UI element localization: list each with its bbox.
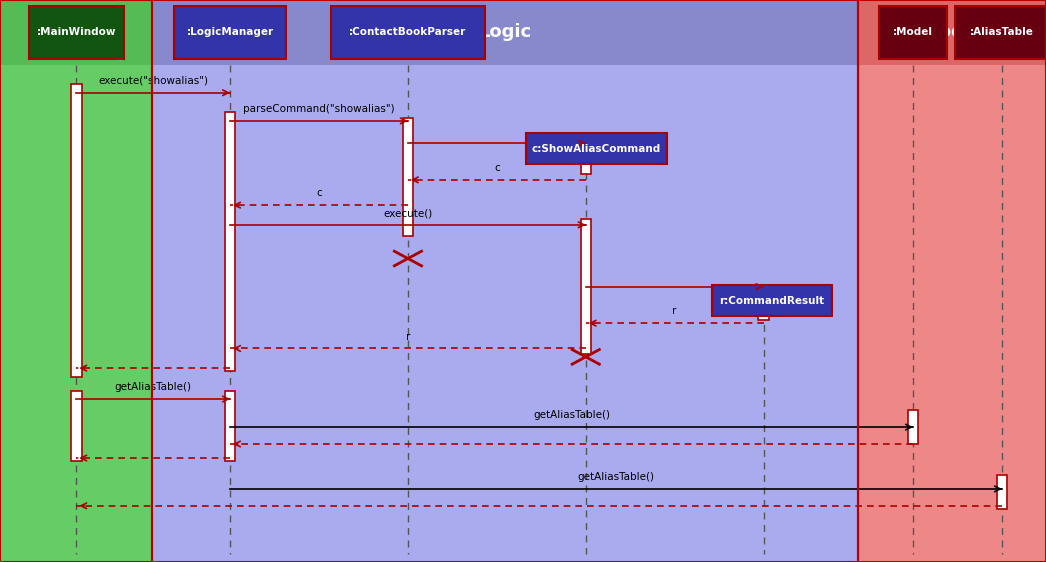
Bar: [0, 65, 152, 562]
Bar: [152, 0, 858, 65]
Text: r: r: [406, 332, 410, 342]
Text: execute("showalias"): execute("showalias"): [98, 76, 208, 86]
Bar: [152, 0, 858, 562]
Text: c:ShowAliasCommand: c:ShowAliasCommand: [531, 144, 661, 154]
Bar: [175, 6, 286, 59]
Bar: [858, 65, 1046, 562]
Text: execute(): execute(): [383, 208, 433, 218]
Bar: [711, 285, 833, 316]
Text: Model: Model: [922, 23, 982, 42]
Text: r:CommandResult: r:CommandResult: [720, 296, 824, 306]
Bar: [71, 84, 82, 377]
Text: Logic: Logic: [478, 23, 531, 42]
Text: getAliasTable(): getAliasTable(): [115, 382, 191, 392]
Text: getAliasTable(): getAliasTable(): [533, 410, 610, 420]
Bar: [225, 112, 235, 371]
Text: c: c: [494, 163, 500, 173]
Bar: [858, 0, 1046, 562]
Text: parseCommand("showalias"): parseCommand("showalias"): [244, 104, 394, 114]
Text: :MainWindow: :MainWindow: [37, 28, 116, 37]
Bar: [758, 287, 769, 320]
Bar: [908, 410, 918, 444]
Bar: [0, 0, 152, 65]
Bar: [525, 134, 667, 165]
Bar: [71, 391, 82, 461]
Bar: [331, 6, 485, 59]
Bar: [858, 0, 1046, 65]
Bar: [997, 475, 1007, 509]
Text: :AliasTable: :AliasTable: [970, 28, 1034, 37]
Text: getAliasTable(): getAliasTable(): [577, 472, 655, 482]
Text: UI: UI: [65, 23, 87, 42]
Text: :LogicManager: :LogicManager: [186, 28, 274, 37]
Text: r: r: [673, 306, 677, 316]
Text: :Model: :Model: [893, 28, 933, 37]
Bar: [29, 6, 123, 59]
Bar: [152, 65, 858, 562]
Bar: [581, 219, 591, 354]
Bar: [225, 391, 235, 461]
Bar: [581, 143, 591, 174]
Bar: [403, 118, 413, 236]
Bar: [955, 6, 1046, 59]
Text: :ContactBookParser: :ContactBookParser: [349, 28, 467, 37]
Bar: [0, 0, 152, 562]
Bar: [879, 6, 947, 59]
Text: c: c: [316, 188, 322, 198]
